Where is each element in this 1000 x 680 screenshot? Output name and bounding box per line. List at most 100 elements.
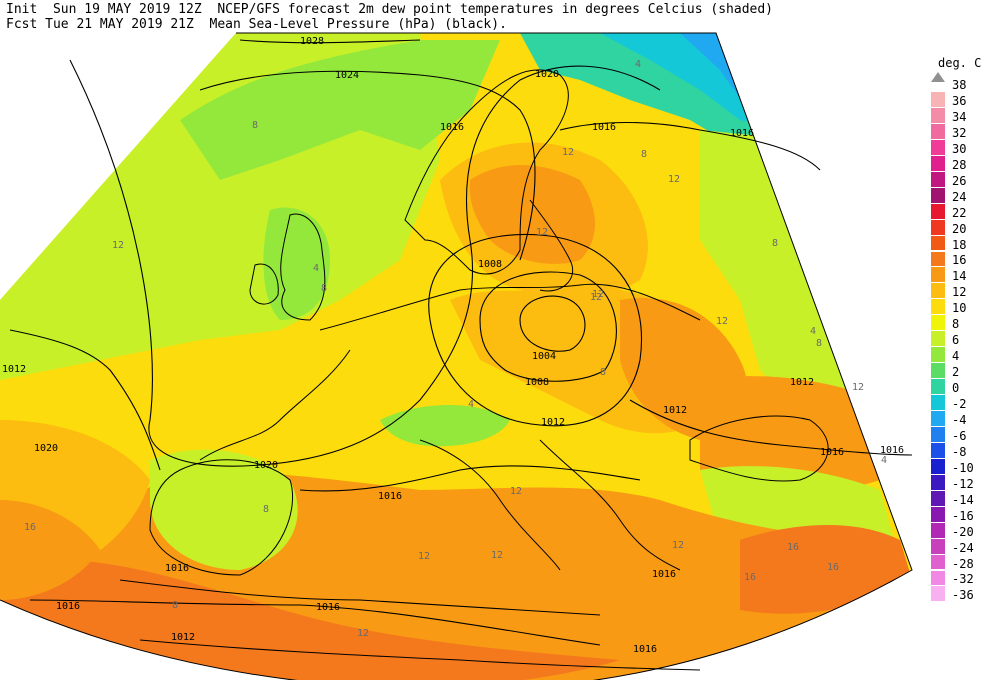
dewpoint-label: 8 (263, 504, 269, 515)
legend-label: 0 (952, 381, 960, 396)
legend-swatch (931, 426, 945, 442)
legend-label: 8 (952, 317, 960, 332)
legend-label: -14 (952, 492, 974, 507)
legend-label: 26 (952, 173, 967, 188)
legend-label: -24 (952, 540, 974, 555)
coast-ireland (249, 263, 279, 305)
legend-label: 12 (952, 285, 967, 300)
legend-label: 24 (952, 189, 967, 204)
isobar-label: 1012 (663, 405, 687, 416)
dewpoint-label: 8 (772, 238, 778, 249)
legend-label: -6 (952, 428, 967, 443)
field-black-sea (700, 376, 880, 491)
legend-label: 34 (952, 109, 967, 124)
legend-label: 30 (952, 141, 967, 156)
field-levant (740, 525, 912, 614)
legend-swatch (931, 538, 945, 554)
dewpoint-label: 12 (510, 486, 522, 497)
isobar-label: 1016 (820, 447, 844, 458)
legend-swatch (931, 123, 945, 139)
legend-swatch (931, 139, 945, 155)
dewpoint-label: 8 (321, 283, 327, 294)
dewpoint-label: 12 (357, 628, 369, 639)
header-line-2: Fcst Tue 21 MAY 2019 21Z Mean Sea-Level … (6, 17, 507, 32)
isobar-label: 1012 (2, 364, 26, 375)
isobars (9, 39, 913, 671)
coast-black-sea (689, 415, 829, 482)
dewpoint-label: 12 (536, 227, 548, 238)
field-britain (263, 207, 330, 320)
legend-swatch (931, 251, 945, 267)
legend-swatch (931, 490, 945, 506)
coast-balkans (539, 439, 681, 571)
legend-swatch (931, 155, 945, 171)
dewpoint-label: 4 (635, 59, 641, 70)
isobar-1020 (69, 59, 661, 467)
isobar-label: 1016 (165, 563, 189, 574)
isobar-label: 1020 (34, 443, 58, 454)
field-scandinavia-warm (469, 165, 595, 264)
legend-label: 4 (952, 349, 960, 364)
isobar-1024 (199, 70, 536, 261)
isobar-label: 1012 (171, 632, 195, 643)
legend-swatch (931, 458, 945, 474)
legend-swatch (931, 299, 945, 315)
dewpoint-label: 4 (313, 263, 319, 274)
isobar-1016-w (9, 329, 161, 471)
dewpoint-label: 16 (787, 542, 799, 553)
dewpoint-label: 4 (881, 455, 887, 466)
legend-label: -20 (952, 524, 974, 539)
legend-label: 32 (952, 125, 967, 140)
dewpoint-label: 12 (672, 540, 684, 551)
legend-swatch (931, 586, 945, 602)
dewpoint-label: 12 (716, 316, 728, 327)
legend-label: 6 (952, 333, 960, 348)
isobar-label: 1016 (652, 569, 676, 580)
legend-label: 18 (952, 237, 967, 252)
legend-label: -28 (952, 556, 974, 571)
isobar-1016-s (299, 465, 641, 492)
legend-swatch (931, 235, 945, 251)
dewpoint-label: 8 (252, 120, 258, 131)
legend-label: 2 (952, 365, 960, 380)
legend-swatch (931, 506, 945, 522)
field-alps (380, 405, 510, 447)
legend-swatch (931, 411, 945, 426)
legend-swatch (931, 379, 945, 395)
dewpoint-label: 12 (852, 382, 864, 393)
field-sw-atlantic-warm (0, 500, 100, 600)
legend-title: deg. C (938, 56, 982, 70)
legend-label: 10 (952, 301, 967, 316)
legend-swatch (931, 283, 945, 299)
legend-swatch (931, 203, 945, 219)
isobar-label: 1016 (56, 601, 80, 612)
legend-label: -36 (952, 588, 974, 603)
field-iberia (150, 449, 298, 570)
isobar-label: 1016 (730, 128, 754, 139)
legend-label: 38 (952, 78, 967, 92)
isobar-label: 1008 (478, 259, 502, 270)
dewpoint-label: 16 (827, 562, 839, 573)
legend-label: 28 (952, 157, 967, 172)
legend-label: -10 (952, 460, 974, 475)
legend-swatch (931, 267, 945, 283)
isobar-1016-africa (29, 599, 601, 646)
isobar-ring-inner (519, 295, 586, 352)
legend-label: 16 (952, 253, 967, 268)
coast-africa (119, 579, 601, 616)
legend-swatch (931, 331, 945, 347)
legend-label: -8 (952, 444, 967, 459)
legend-label: -2 (952, 397, 967, 411)
dewpoint-label: 8 (172, 600, 178, 611)
isobar-ring-1008 (479, 271, 617, 382)
dewpoint-label: 12 (590, 292, 602, 303)
legend-swatch (931, 315, 945, 331)
dewpoint-label: 8 (600, 367, 606, 378)
legend-label: -32 (952, 572, 974, 587)
dewpoint-labels: 8 12 4 8 12 16 12 12 12 4 8 12 12 4 8 12… (24, 59, 887, 639)
isobar-label: 1024 (335, 70, 359, 81)
isobar-1016-e (629, 399, 913, 456)
dewpoint-label: 16 (744, 572, 756, 583)
legend-label: 20 (952, 221, 967, 236)
isobar-label: 1016 (880, 445, 904, 456)
